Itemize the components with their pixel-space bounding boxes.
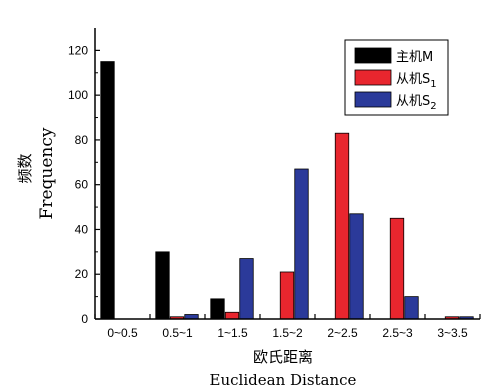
x-axis-label-chinese: 欧氏距离 bbox=[253, 348, 313, 366]
x-tick-label: 0.5~1 bbox=[162, 326, 193, 340]
bar-1-1 bbox=[155, 251, 170, 320]
legend-swatch bbox=[354, 69, 392, 86]
x-tick-label: 2~2.5 bbox=[327, 326, 358, 340]
legend-swatch bbox=[354, 91, 392, 108]
x-tick-label: 0~0.5 bbox=[107, 326, 138, 340]
y-tick-label: 80 bbox=[75, 133, 89, 147]
bar-3-3 bbox=[294, 168, 309, 320]
y-tick-label: 40 bbox=[75, 222, 89, 236]
y-axis-label-english: Frequency bbox=[37, 127, 57, 219]
legend-label: 主机M bbox=[396, 50, 433, 65]
legend-label: 从机S1 bbox=[396, 72, 437, 90]
x-axis-label-english: Euclidean Distance bbox=[210, 371, 357, 389]
legend-label-main: 从机S bbox=[396, 94, 430, 109]
x-tick-label: 1.5~2 bbox=[272, 326, 303, 340]
y-tick-label: 120 bbox=[68, 43, 88, 57]
legend-label-main: 主机M bbox=[396, 50, 433, 65]
bar-1-2 bbox=[210, 298, 225, 320]
bar-1-0 bbox=[100, 61, 115, 320]
bar-3-4 bbox=[349, 213, 364, 320]
axes-layer bbox=[94, 28, 480, 320]
y-ticks: 0 20 40 60 80 100 120 bbox=[68, 43, 100, 326]
y-tick-label: 100 bbox=[68, 88, 88, 102]
x-tick-label: 3~3.5 bbox=[437, 326, 468, 340]
bar-2-4 bbox=[334, 132, 350, 320]
y-tick-label: 0 bbox=[81, 312, 88, 326]
legend-label-subscript: 2 bbox=[430, 101, 436, 112]
legend-label-main: 从机S bbox=[396, 72, 430, 87]
bar-2-5 bbox=[389, 217, 405, 320]
legend-swatch bbox=[354, 47, 392, 64]
bar-2-2 bbox=[224, 311, 240, 320]
x-ticks: 0~0.5 0.5~1 1~1.5 1.5~2 2~2.5 2.5~3 3~3.5 bbox=[94, 314, 481, 340]
legend-label: 从机S2 bbox=[396, 94, 437, 112]
bar-2-3 bbox=[279, 271, 295, 320]
y-axis-label-chinese: 频数 bbox=[16, 153, 34, 183]
x-tick-label: 2.5~3 bbox=[382, 326, 413, 340]
bar-3-5 bbox=[404, 296, 419, 320]
bar-3-2 bbox=[239, 258, 254, 320]
y-tick-label: 60 bbox=[75, 178, 89, 192]
y-tick-label: 20 bbox=[75, 267, 89, 281]
legend-label-subscript: 1 bbox=[430, 79, 436, 90]
x-tick-label: 1~1.5 bbox=[217, 326, 248, 340]
